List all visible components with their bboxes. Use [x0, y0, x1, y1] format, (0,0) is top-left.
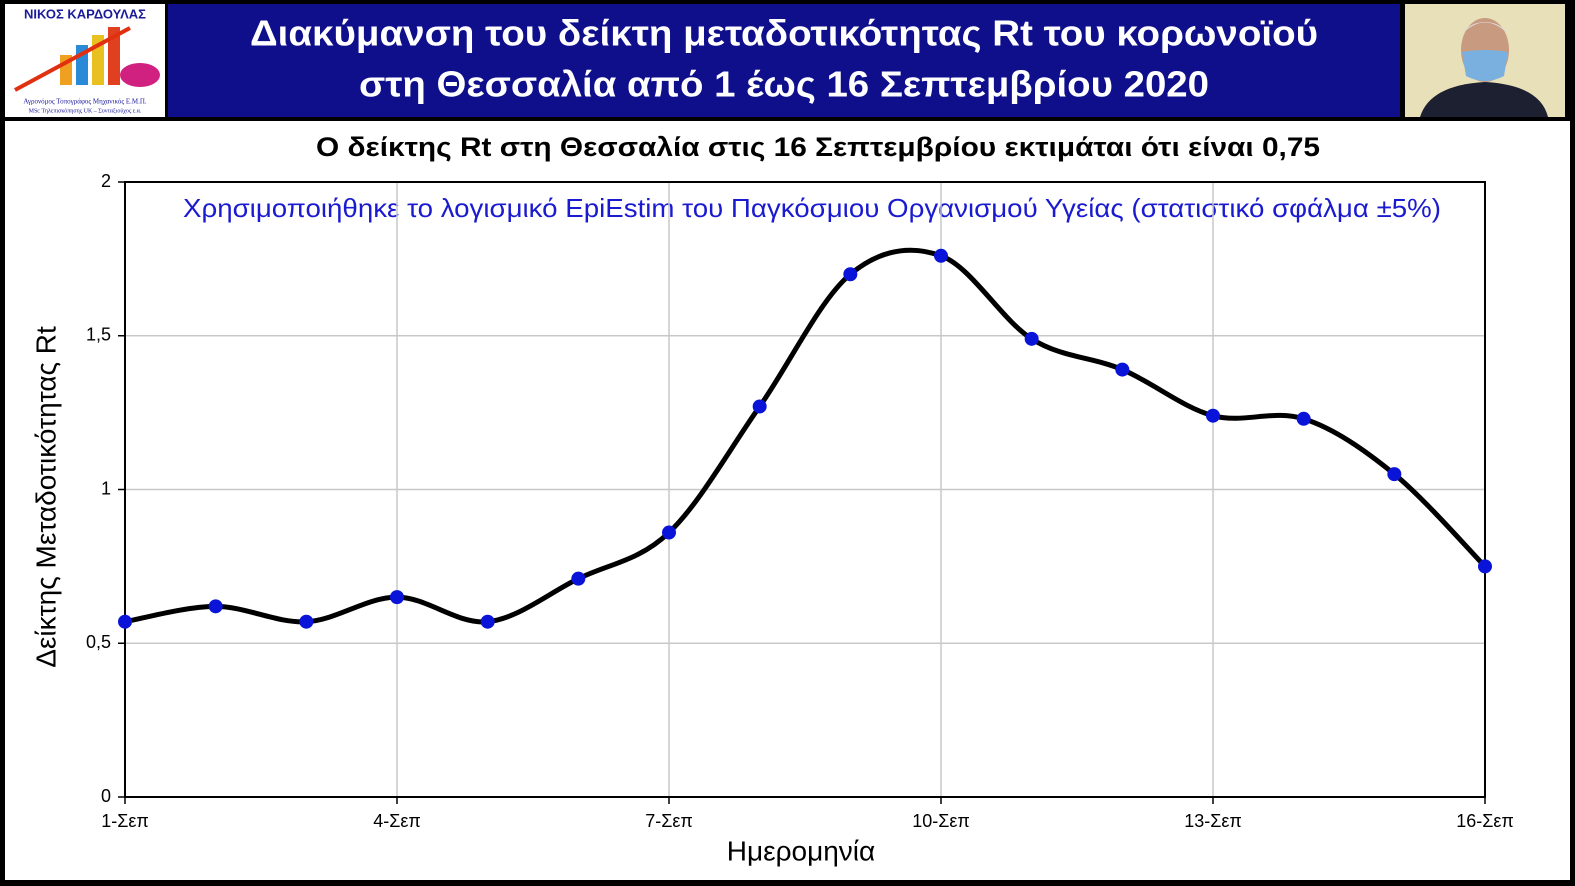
line [124, 247, 1487, 625]
logo-arrow [14, 26, 131, 92]
x-tick-label: 10-Σεπ [912, 811, 970, 831]
plot: 0 0,5 1 1,5 2 1-Σεπ 4-Σεπ 7-Σεπ 10-Σεπ 13-Σεπ 16-Σ… [86, 171, 1514, 831]
x-tick-label: 16-Σεπ [1456, 811, 1514, 831]
y-tick-label: 0 [101, 786, 111, 806]
x-tick-label: 1-Σεπ [101, 811, 149, 831]
marker [571, 571, 586, 586]
x-axis-label: Ημερομηνία [727, 835, 875, 866]
y-tick-label: 1,5 [86, 325, 111, 345]
marker [752, 399, 767, 414]
logo-name: ΝΙΚΟΣ ΚΑΡΔΟΥΛΑΣ [24, 6, 146, 21]
x-tick-label: 13-Σεπ [1184, 811, 1242, 831]
marker [1478, 559, 1492, 574]
photo-body [1420, 82, 1548, 117]
marker [934, 248, 948, 263]
x-tick-label: 4-Σεπ [373, 811, 421, 831]
photo-mask [1462, 50, 1508, 81]
photo-hair [1461, 22, 1509, 35]
chart-subtitle: Ο δείκτης Rt στη Θεσσαλία στις 16 Σεπτεμ… [316, 132, 1320, 162]
photo [1405, 4, 1565, 117]
y-axis-label: Δείκτης Μεταδοτικότητας Rt [30, 326, 61, 668]
logo-bar [108, 27, 120, 85]
marker [1206, 408, 1220, 423]
marker [208, 599, 223, 614]
marker [1387, 467, 1402, 482]
y-tick-label: 1 [101, 478, 111, 498]
marker [1024, 331, 1039, 346]
chart-title: Διακύμανση του δείκτη μεταδοτικότητας Rt… [250, 13, 1318, 54]
marker [1115, 362, 1130, 377]
marker [662, 525, 676, 540]
marker [843, 267, 858, 282]
title-banner [168, 4, 1400, 117]
logo-pie [120, 63, 160, 87]
logo-line: Αγρονόμος Τοπογράφος Μηχανικός Ε.Μ.Π. [23, 98, 147, 106]
y-tick-label: 0,5 [86, 632, 111, 652]
marker [390, 590, 404, 605]
logo-line: MSc Τηλεπισκόπησης UK – Συνταξιούχος ε.α… [29, 108, 142, 114]
annotation: Χρησιμοποιήθηκε το λογισμικό EpiEstim το… [183, 193, 1441, 223]
plot-border [124, 181, 1486, 798]
chart-title: στη Θεσσαλία από 1 έως 16 Σεπτεμβρίου 20… [359, 64, 1209, 105]
logo: ΝΙΚΟΣ ΚΑΡΔΟΥΛΑΣ Αγρονόμος Τοπογράφος Μηχ… [5, 4, 165, 117]
marker [299, 614, 314, 629]
marker [480, 614, 495, 629]
content-area [5, 121, 1570, 880]
marker [118, 614, 132, 629]
marker [1296, 411, 1311, 426]
x-tick-label: 7-Σεπ [645, 811, 693, 831]
y-tick-label: 2 [101, 171, 111, 191]
